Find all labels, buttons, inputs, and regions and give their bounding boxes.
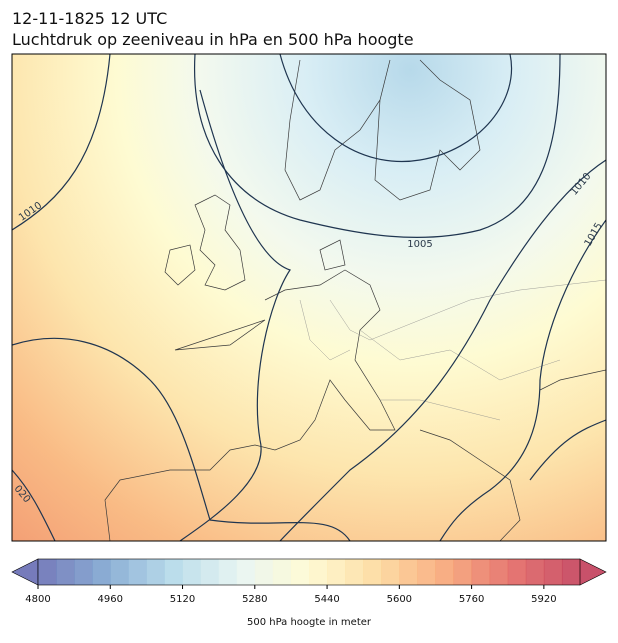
colorbar-segment	[543, 559, 563, 585]
colorbar-segment	[74, 559, 93, 585]
colorbar-segment	[489, 559, 509, 585]
contour-label: 1005	[407, 239, 432, 250]
date: 12-11-1825 12 UTC	[12, 9, 167, 28]
colorbar-segment	[345, 559, 364, 585]
colorbar-segment	[200, 559, 220, 585]
colorbar-tick-label: 4960	[98, 594, 123, 605]
colorbar-segment	[363, 559, 382, 585]
map-frame	[11, 53, 607, 542]
colorbar-segment	[399, 559, 418, 585]
isobar	[439, 219, 606, 541]
isobar	[179, 89, 291, 541]
colorbar-segment	[254, 559, 274, 585]
isobar	[12, 337, 351, 541]
borders	[299, 279, 606, 421]
colorbar-segment	[56, 559, 75, 585]
colorbar-segment	[182, 559, 202, 585]
colorbar-segment	[236, 559, 256, 585]
colorbar-segment	[272, 559, 292, 585]
colorbar-segment	[453, 559, 473, 585]
colorbar-tick-label: 5600	[387, 594, 412, 605]
height-field	[12, 54, 606, 541]
colorbar: 4800 4960 5120 5280 5440 5600 5760 5920	[11, 558, 607, 605]
colorbar-segment	[471, 559, 491, 585]
colorbar-segment	[290, 559, 310, 585]
coastline	[104, 59, 606, 541]
colorbar-segment	[507, 559, 527, 585]
colorbar-tick-label: 5280	[242, 594, 267, 605]
colorbar-tick-label: 5440	[314, 594, 339, 605]
isobar	[279, 54, 512, 162]
colorbar-tick-label: 4800	[25, 594, 50, 605]
colorbar-segment	[218, 559, 238, 585]
colorbar-tick-label: 5760	[459, 594, 484, 605]
colorbar-segment	[309, 559, 328, 585]
colorbar-segment	[327, 559, 346, 585]
isobar	[193, 54, 561, 239]
colorbar-tick-label: 5120	[170, 594, 195, 605]
colorbar-segment	[525, 559, 545, 585]
colorbar-label: 500 hPa hoogte in meter	[247, 617, 372, 628]
colorbar-segment	[164, 559, 184, 585]
extend-low	[11, 558, 39, 586]
colorbar-segment	[561, 559, 581, 585]
colorbar-segment	[128, 559, 147, 585]
colorbar-segment	[417, 559, 436, 585]
isobar	[12, 469, 56, 541]
isobar	[279, 159, 606, 541]
title: Luchtdruk op zeeniveau in hPa en 500 hPa…	[12, 30, 414, 49]
colorbar-frame	[37, 558, 581, 586]
isobar	[529, 419, 606, 481]
colorbar-segment	[435, 559, 455, 585]
isobar	[12, 54, 111, 231]
map: 1010 1005 1010 1015 020	[12, 54, 606, 541]
colorbar-tick-label: 5920	[531, 594, 556, 605]
colorbar-segment	[38, 559, 57, 585]
colorbar-segment	[92, 559, 111, 585]
colorbar-segment	[110, 559, 129, 585]
extend-high	[579, 558, 607, 586]
colorbar-segment	[381, 559, 400, 585]
colorbar-segment	[146, 559, 165, 585]
